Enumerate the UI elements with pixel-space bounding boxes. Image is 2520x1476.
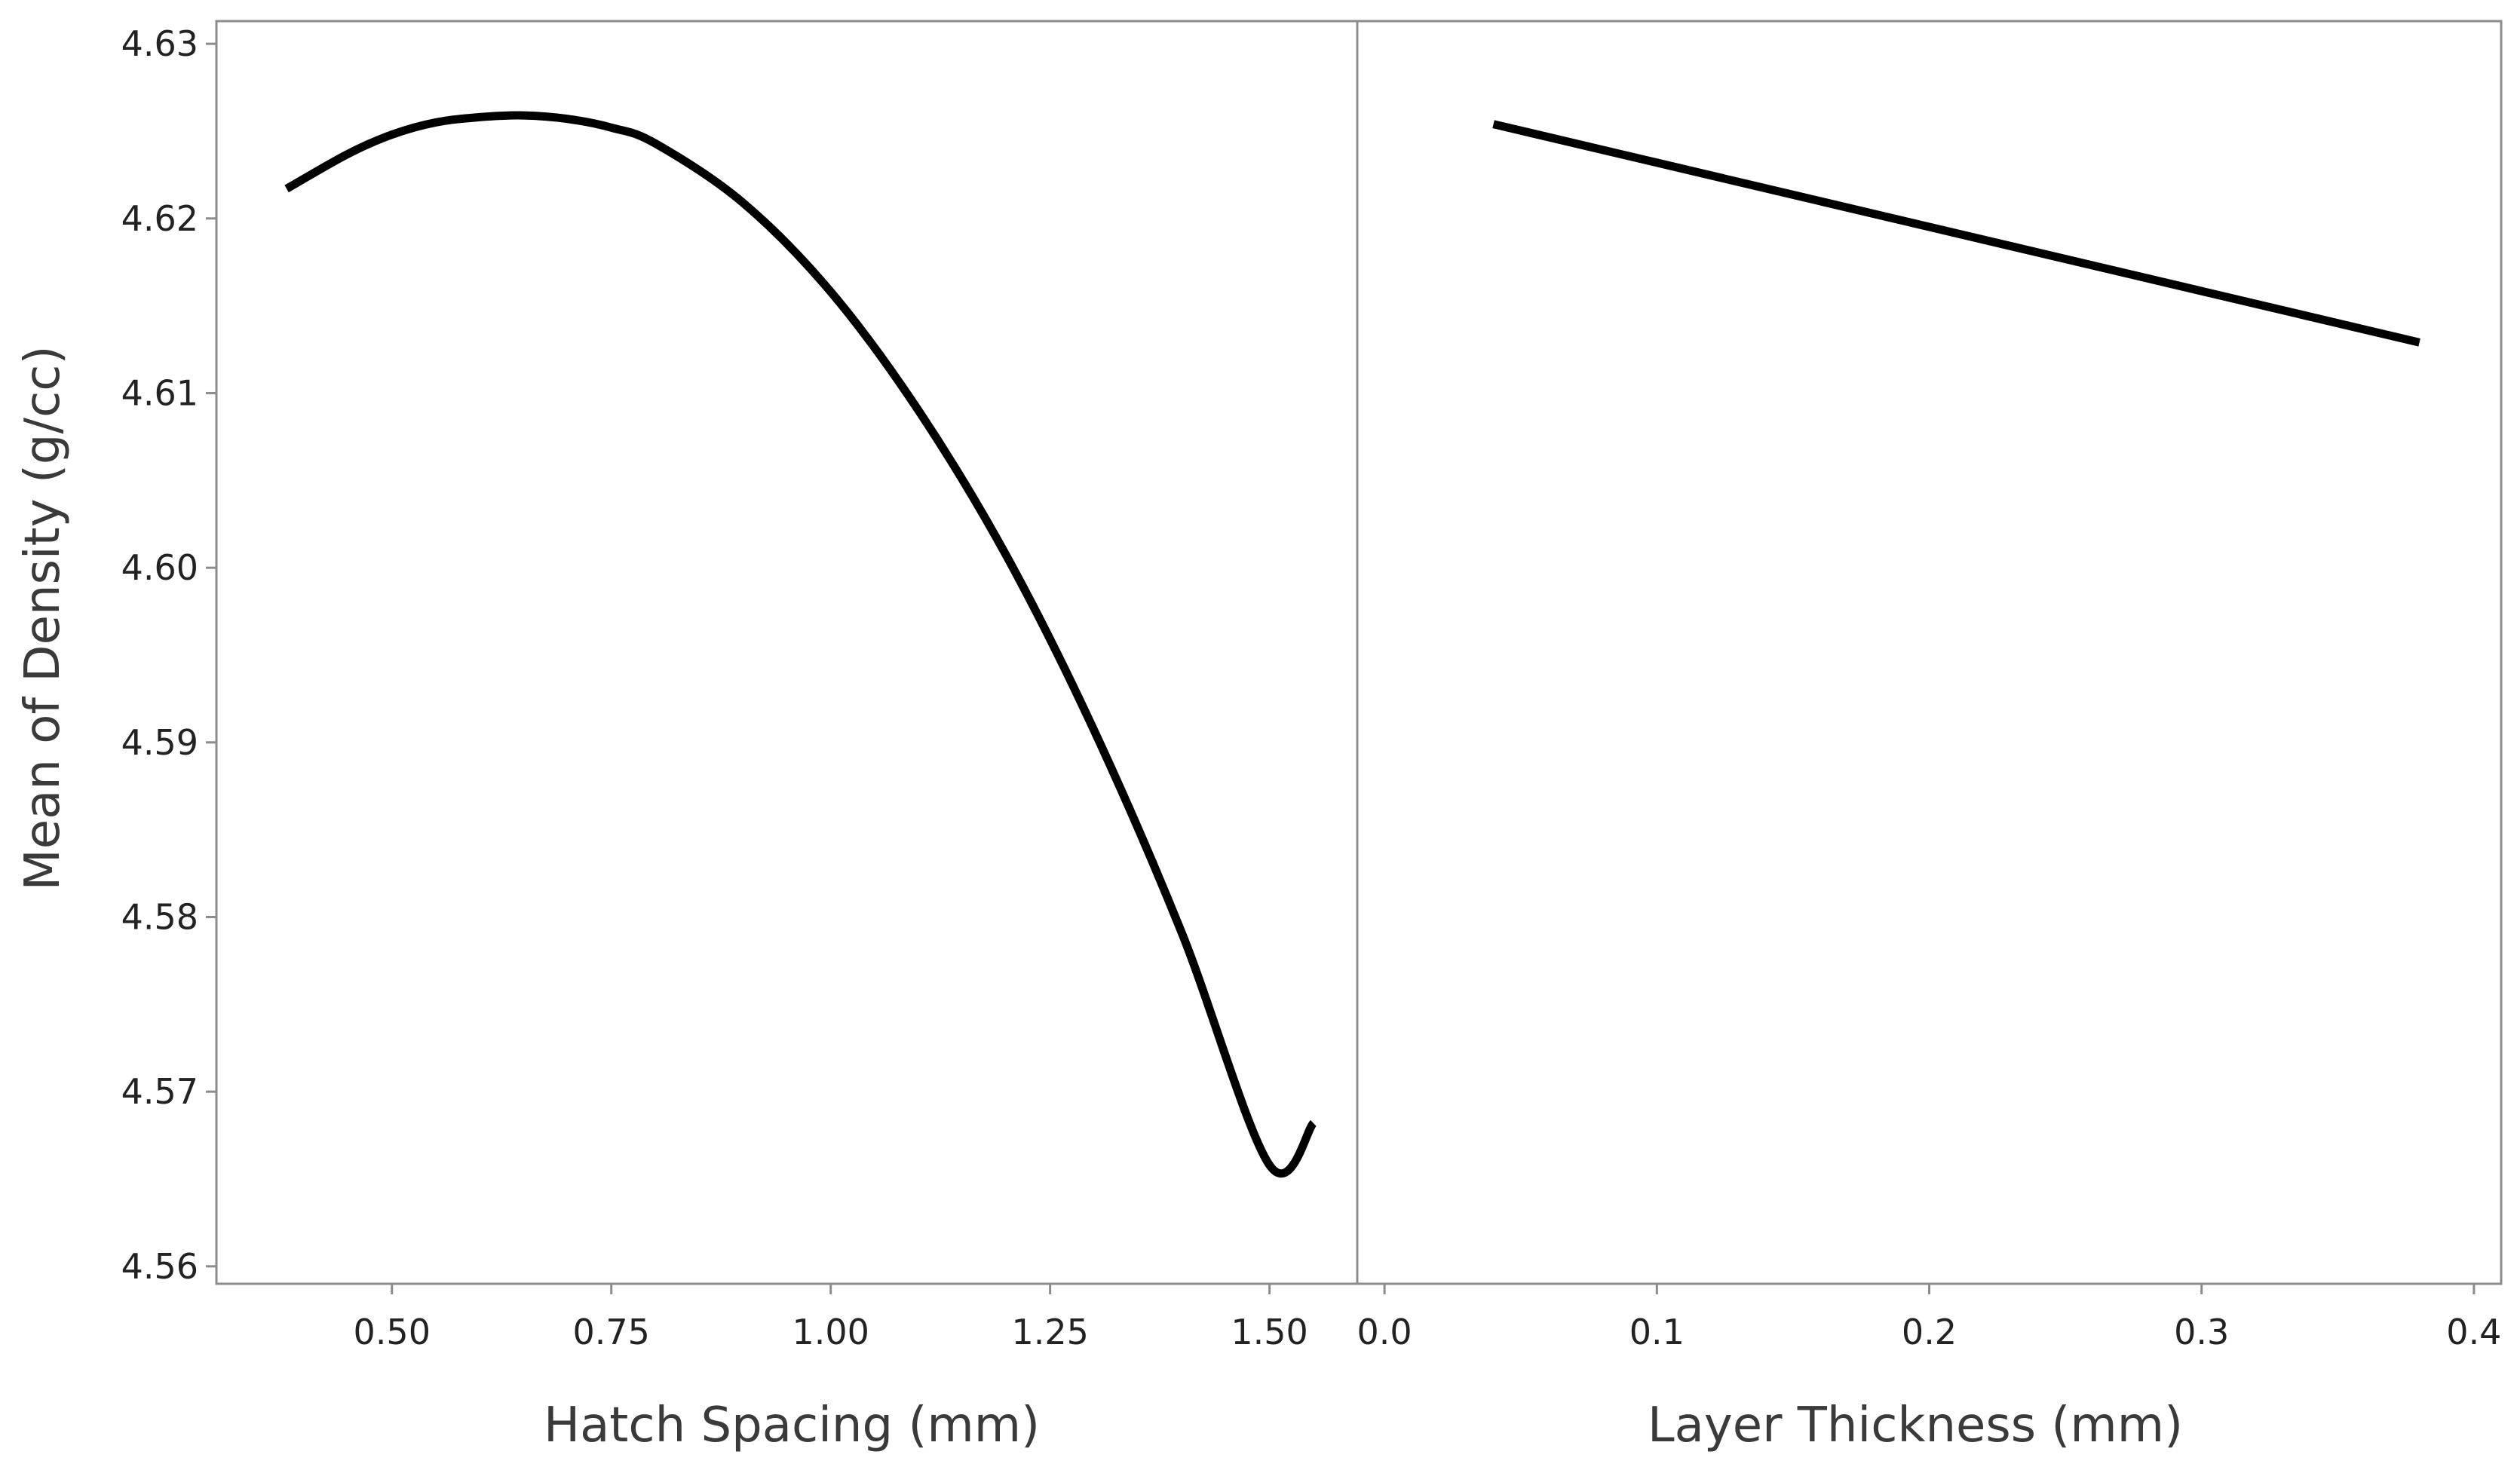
y-tick-label: 4.61 (121, 372, 198, 413)
y-tick-label: 4.56 (121, 1246, 198, 1287)
x-tick-label: 1.25 (1011, 1312, 1088, 1352)
plot-frame-2 (1356, 20, 2503, 1285)
x-tick-label: 0.1 (1629, 1312, 1685, 1352)
x-axis-title-hatch-spacing: Hatch Spacing (mm) (544, 1398, 1040, 1453)
series-line-2-1 (1492, 120, 2420, 347)
y-tick-label: 4.63 (121, 23, 198, 64)
x-tick-label: 1.00 (792, 1312, 869, 1352)
y-tick-label: 4.59 (121, 722, 198, 763)
y-tick-label: 4.57 (121, 1071, 198, 1112)
x-tick-label: 0.2 (1902, 1312, 1957, 1352)
series-line-1-1 (284, 111, 1317, 1177)
y-axis-title: Mean of Density (g/cc) (15, 346, 71, 891)
x-tick-label: 0.0 (1357, 1312, 1412, 1352)
x-tick-label: 0.75 (573, 1312, 650, 1352)
y-tick-label: 4.58 (121, 896, 198, 937)
y-tick-label: 4.62 (121, 198, 198, 239)
x-tick-label: 0.3 (2174, 1312, 2229, 1352)
x-tick-label: 0.50 (354, 1312, 431, 1352)
plot-frame-1 (215, 20, 1359, 1285)
x-tick-label: 0.4 (2446, 1312, 2501, 1352)
x-tick-label: 1.50 (1231, 1312, 1308, 1352)
y-tick-label: 4.60 (121, 547, 198, 588)
x-axis-title-layer-thickness: Layer Thickness (mm) (1648, 1398, 2183, 1453)
